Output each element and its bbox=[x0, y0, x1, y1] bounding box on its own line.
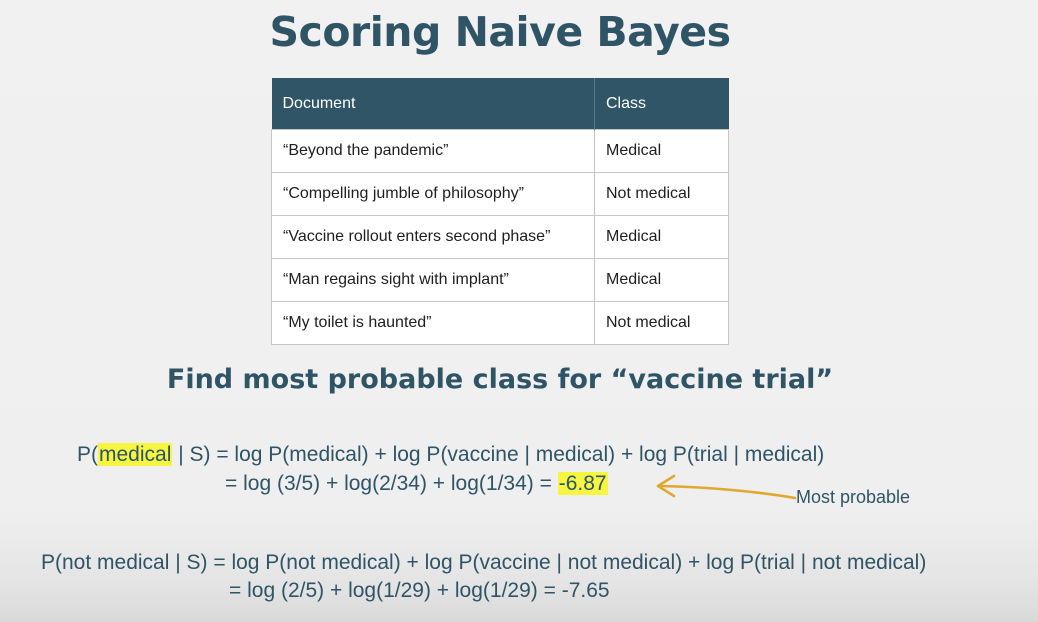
document-cell: “Vaccine rollout enters second phase” bbox=[271, 215, 595, 259]
class-cell: Medical bbox=[594, 215, 729, 259]
class-cell: Not medical bbox=[594, 301, 729, 345]
column-header-document: Document bbox=[271, 78, 595, 130]
medical-equation-prefix: P( bbox=[77, 443, 98, 466]
medical-score-result: -6.87 bbox=[557, 472, 608, 495]
column-header-class: Class bbox=[594, 78, 729, 130]
table-row: “Vaccine rollout enters second phase” Me… bbox=[271, 215, 729, 259]
medical-equation-line-1: P(medical | S) = log P(medical) + log P(… bbox=[77, 442, 824, 468]
document-cell: “Man regains sight with implant” bbox=[271, 258, 595, 302]
not-medical-equation-line-1: P(not medical | S) = log P(not medical) … bbox=[41, 551, 927, 574]
question-heading: Find most probable class for “vaccine tr… bbox=[166, 364, 834, 395]
document-cell: “Compelling jumble of philosophy” bbox=[271, 172, 595, 216]
medical-equation-line-2: = log (3/5) + log(2/34) + log(1/34) = -6… bbox=[225, 471, 608, 497]
hand-drawn-arrow-icon bbox=[656, 474, 797, 500]
table-row: “My toilet is haunted” Not medical bbox=[271, 301, 729, 345]
table-row: “Man regains sight with implant” Medical bbox=[271, 258, 729, 302]
training-documents-table: Document Class “Beyond the pandemic” Med… bbox=[271, 78, 729, 345]
document-cell: “Beyond the pandemic” bbox=[271, 129, 595, 173]
document-cell: “My toilet is haunted” bbox=[271, 301, 595, 345]
class-cell: Medical bbox=[594, 129, 729, 173]
medical-equation-expansion: | S) = log P(medical) + log P(vaccine | … bbox=[172, 443, 825, 466]
table-row: “Compelling jumble of philosophy” Not me… bbox=[271, 172, 729, 216]
class-cell: Medical bbox=[594, 258, 729, 302]
not-medical-equation-line-2: = log (2/5) + log(1/29) + log(1/29) = -7… bbox=[229, 579, 610, 602]
table-header-row: Document Class bbox=[271, 78, 729, 130]
most-probable-note: Most probable bbox=[796, 487, 911, 507]
table-row: “Beyond the pandemic” Medical bbox=[271, 129, 729, 173]
slide-title: Scoring Naive Bayes bbox=[269, 8, 731, 56]
class-cell: Not medical bbox=[594, 172, 729, 216]
highlighted-class-name: medical bbox=[98, 443, 173, 466]
medical-equation-values: = log (3/5) + log(2/34) + log(1/34) = bbox=[225, 472, 558, 495]
